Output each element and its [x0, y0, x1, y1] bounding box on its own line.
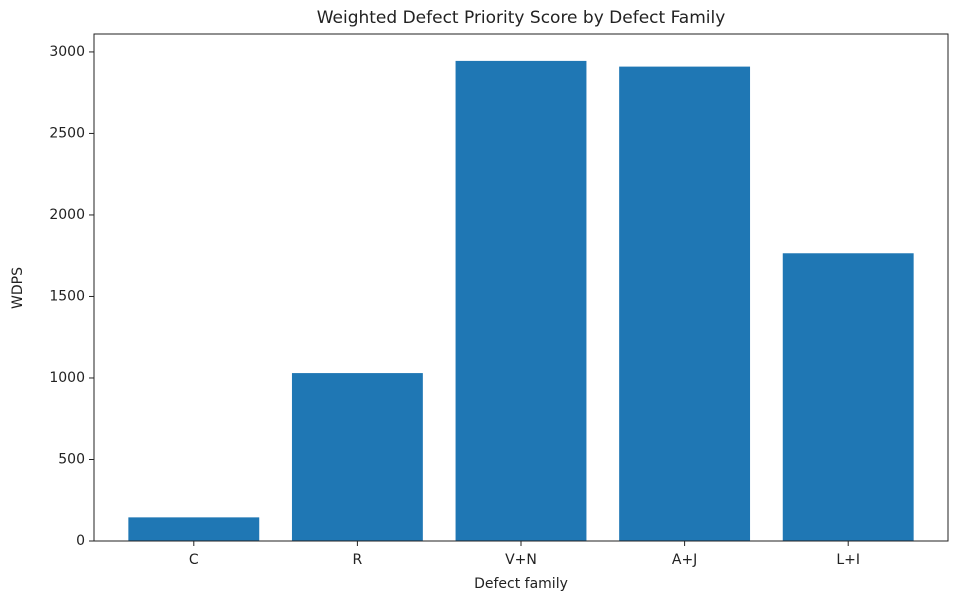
y-tick-label: 0	[76, 533, 85, 549]
bar	[455, 60, 587, 541]
y-tick-label: 3000	[49, 44, 85, 60]
y-tick-label: 1000	[49, 370, 85, 386]
x-tick-label: A+J	[672, 552, 697, 568]
bar	[128, 517, 260, 541]
y-tick-label: 2500	[49, 125, 85, 141]
x-axis-label: Defect family	[474, 576, 568, 592]
bar	[782, 253, 914, 542]
bar	[619, 66, 751, 542]
y-axis-label: WDPS	[10, 267, 26, 309]
x-tick-label: L+I	[836, 552, 860, 568]
chart-title: Weighted Defect Priority Score by Defect…	[317, 8, 726, 28]
plot-frame	[93, 33, 949, 542]
x-tick-label: V+N	[505, 552, 537, 568]
y-tick-label: 1500	[49, 288, 85, 304]
y-tick-label: 500	[58, 451, 85, 467]
x-tick-label: C	[189, 552, 199, 568]
y-tick-label: 2000	[49, 207, 85, 223]
x-tick-label: R	[353, 552, 363, 568]
bar	[291, 373, 423, 541]
